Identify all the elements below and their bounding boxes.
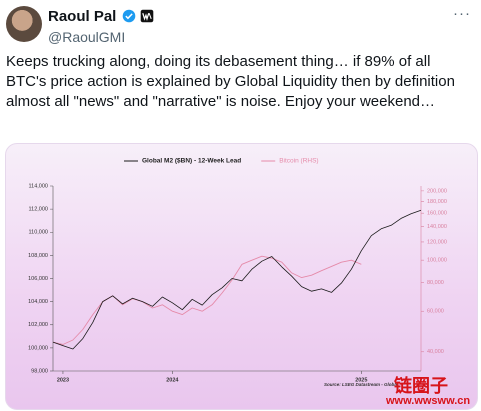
verified-badge: [122, 9, 136, 23]
series-line: [52, 209, 422, 350]
chart-card: 98,000 100,000 102,000 104,000 106,000 108,00…: [5, 143, 478, 410]
y2-tick-label: 60,000: [427, 309, 444, 315]
y2-tick-label: 180,000: [427, 199, 447, 205]
y-tick-label: 108,000: [28, 253, 48, 259]
watermark-url: www.wwsww.cn: [386, 395, 471, 407]
y-tick-label: 104,000: [28, 299, 48, 305]
more-button[interactable]: ···: [453, 5, 471, 22]
legend-label: Global M2 ($BN) - 12-Week Lead: [142, 158, 241, 165]
y-tick-label: 110,000: [29, 230, 48, 236]
y-tick-label: 98,000: [31, 368, 48, 374]
watermark-title: 链圈子: [394, 376, 448, 397]
source-note: Source: LSEG Datastream - Global: [324, 382, 399, 387]
x-tick-label: 2023: [57, 377, 69, 383]
y2-tick-label: 100,000: [427, 258, 447, 264]
chart: 98,000 100,000 102,000 104,000 106,000 108,00…: [28, 158, 447, 387]
avatar[interactable]: [6, 6, 42, 42]
y-tick-label: 102,000: [28, 322, 48, 328]
y-tick-label: 100,000: [28, 345, 48, 351]
author-name[interactable]: Raoul Pal: [48, 8, 117, 25]
y-tick-label: 106,000: [28, 276, 48, 282]
tweet-text: Keeps trucking along, doing its debaseme…: [6, 53, 455, 110]
y-tick-label: 114,000: [29, 183, 48, 189]
y2-tick-label: 80,000: [427, 280, 444, 286]
legend-label: Bitcoin (RHS): [279, 158, 318, 165]
author-handle[interactable]: @RaoulGMI: [48, 29, 126, 45]
y2-tick-label: 200,000: [427, 188, 447, 194]
x-tick-label: 2024: [166, 377, 179, 383]
y2-tick-label: 160,000: [427, 211, 447, 217]
x-tick-label: 2025: [355, 377, 367, 383]
y-tick-label: 112,000: [29, 207, 48, 213]
y2-tick-label: 120,000: [427, 239, 447, 245]
y2-tick-label: 140,000: [427, 224, 447, 230]
affiliate-badge: [140, 9, 154, 23]
y2-tick-label: 40,000: [427, 349, 444, 355]
